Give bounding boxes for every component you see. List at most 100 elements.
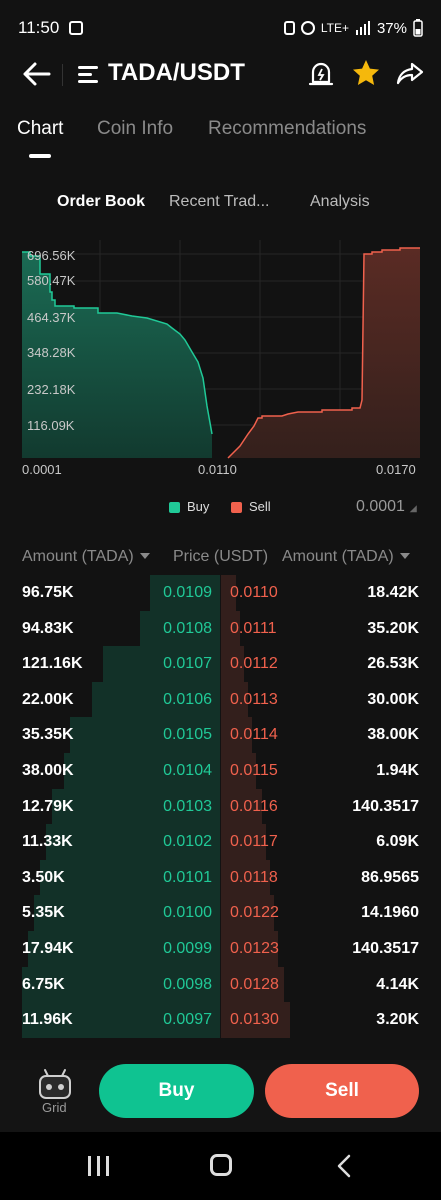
bid-depth-bar [34, 895, 220, 932]
price-alert-icon[interactable] [308, 60, 334, 90]
orderbook-row[interactable]: 22.00K 0.0106 0.0113 30.00K [0, 681, 441, 718]
precision-selector[interactable]: 0.0001 [356, 498, 405, 515]
bid-amount: 12.79K [22, 797, 74, 815]
bid-price: 0.0108 [163, 619, 212, 637]
orderbook-row[interactable]: 94.83K 0.0108 0.0111 35.20K [0, 610, 441, 647]
header-divider [62, 64, 63, 86]
bid-amount: 121.16K [22, 655, 83, 673]
bid-price: 0.0104 [163, 762, 212, 779]
buy-legend-swatch [169, 502, 180, 513]
bid-depth-bar [64, 753, 220, 789]
ask-amount: 140.3517 [352, 940, 419, 957]
ask-price: 0.0114 [230, 726, 278, 744]
ask-price: 0.0118 [230, 868, 278, 886]
orderbook-row[interactable]: 5.35K 0.0100 0.0122 14.1960 [0, 895, 441, 932]
ask-amount: 26.53K [367, 655, 419, 673]
ask-price: 0.0122 [230, 904, 279, 922]
signal-icon [355, 21, 370, 35]
nav-back-icon[interactable] [336, 1154, 352, 1178]
tab-coin-info[interactable]: Coin Info [97, 118, 174, 139]
bid-amount: 6.75K [22, 975, 65, 993]
bid-price: 0.0109 [163, 584, 212, 601]
status-bar: 11:50 LTE+ 37% [0, 0, 441, 56]
bid-depth-bar [150, 575, 220, 611]
home-icon[interactable] [210, 1154, 232, 1176]
share-icon[interactable] [395, 58, 425, 88]
status-right: LTE+ 37% [283, 19, 423, 37]
ask-price: 0.0113 [230, 690, 278, 708]
bid-price: 0.0101 [163, 868, 212, 886]
bid-price: 0.0106 [163, 690, 212, 708]
battery-saver-icon [283, 21, 295, 35]
orderbook-row[interactable]: 17.94K 0.0099 0.0123 140.3517 [0, 931, 441, 967]
sub-tabs: Order Book Recent Trad... Analysis [0, 190, 441, 220]
orderbook-row[interactable]: 38.00K 0.0104 0.0115 1.94K [0, 753, 441, 789]
gallery-notification-icon [69, 21, 84, 35]
buy-depth-area [22, 252, 212, 458]
subtab-recent-trades[interactable]: Recent Trad... [169, 193, 270, 210]
active-tab-indicator [29, 154, 51, 158]
system-nav-bar [0, 1132, 441, 1200]
bid-price: 0.0103 [163, 797, 212, 815]
grid-bot-icon[interactable] [36, 1068, 74, 1102]
orderbook-row[interactable]: 11.33K 0.0102 0.0117 6.09K [0, 824, 441, 861]
ask-amount: 3.20K [376, 1011, 419, 1029]
app-header: TADA/USDT [0, 52, 441, 98]
ask-price: 0.0116 [230, 797, 278, 815]
recent-apps-icon[interactable] [88, 1156, 110, 1176]
bid-depth-bar [28, 931, 220, 967]
sell-depth-line [227, 247, 420, 459]
sell-depth-area [228, 248, 420, 458]
ask-price: 0.0115 [230, 762, 278, 779]
orderbook-row[interactable]: 6.75K 0.0098 0.0128 4.14K [0, 966, 441, 1003]
ask-depth-bar [221, 824, 266, 861]
bid-amount: 94.83K [22, 619, 74, 637]
bid-depth-bar [46, 824, 220, 861]
orderbook-row[interactable]: 12.79K 0.0103 0.0116 140.3517 [0, 788, 441, 825]
page-title[interactable]: TADA/USDT [108, 59, 245, 86]
orderbook-row[interactable]: 96.75K 0.0109 0.0110 18.42K [0, 575, 441, 611]
bid-amount: 38.00K [22, 762, 74, 779]
y-tick-label: 348.28K [27, 345, 76, 360]
buy-button[interactable]: Buy [99, 1064, 254, 1118]
grid-label[interactable]: Grid [42, 1100, 67, 1115]
favorite-star-icon[interactable] [351, 58, 381, 88]
back-arrow-icon[interactable] [22, 56, 52, 92]
bid-depth-bar [22, 1002, 220, 1039]
bid-amount: 11.33K [22, 833, 73, 851]
y-tick-label: 580.47K [27, 273, 76, 288]
orderbook-row[interactable]: 11.96K 0.0097 0.0130 3.20K [0, 1002, 441, 1039]
orderbook-row[interactable]: 35.35K 0.0105 0.0114 38.00K [0, 717, 441, 754]
orderbook-row[interactable]: 121.16K 0.0107 0.0112 26.53K [0, 646, 441, 683]
bid-amount-header[interactable]: Amount (TADA) [22, 548, 150, 566]
tab-recommendations[interactable]: Recommendations [208, 118, 367, 139]
status-time: 11:50 [18, 18, 60, 37]
orderbook-row[interactable]: 3.50K 0.0101 0.0118 86.9565 [0, 859, 441, 896]
ask-depth-bar [221, 788, 262, 825]
bid-depth-bar [92, 681, 220, 718]
subtab-order-book[interactable]: Order Book [57, 193, 146, 210]
tab-chart[interactable]: Chart [17, 118, 64, 139]
bid-amount: 96.75K [22, 584, 74, 601]
bid-amount-header-label: Amount (TADA) [22, 548, 134, 565]
ask-amount: 4.14K [376, 975, 419, 993]
subtab-analysis[interactable]: Analysis [310, 193, 370, 210]
sell-button[interactable]: Sell [265, 1064, 419, 1118]
network-type: LTE+ [320, 21, 349, 35]
chevron-down-icon [139, 553, 150, 559]
x-tick-label: 0.0170 [376, 462, 416, 477]
bid-price: 0.0105 [163, 726, 212, 744]
bid-price: 0.0098 [163, 975, 212, 993]
bottom-action-bar: Grid Buy Sell [0, 1060, 441, 1132]
ask-amount: 6.09K [376, 833, 419, 851]
ask-price: 0.0128 [230, 975, 279, 993]
bid-depth-bar [52, 788, 220, 825]
bid-price: 0.0107 [163, 655, 212, 673]
ask-amount-header[interactable]: Amount (TADA) [282, 548, 410, 566]
pair-menu-icon[interactable] [78, 66, 98, 84]
bid-amount: 3.50K [22, 868, 65, 886]
battery-level: 37% [376, 19, 407, 37]
ask-depth-bar [221, 575, 236, 611]
ask-amount: 18.42K [367, 584, 419, 601]
ask-depth-bar [221, 610, 240, 647]
